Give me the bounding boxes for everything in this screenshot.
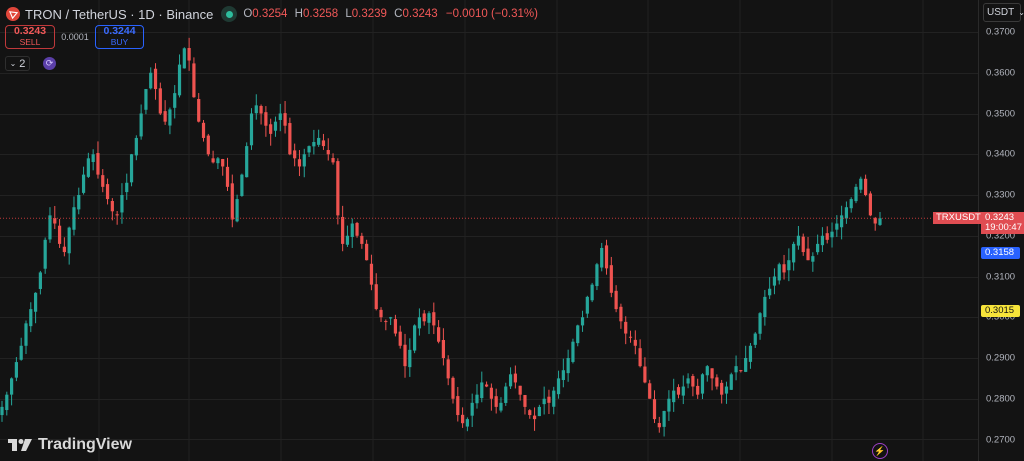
- price-axis[interactable]: [978, 0, 1024, 461]
- market-status-icon[interactable]: [221, 6, 238, 22]
- last-price-label: 0.3243 19:00:47: [981, 212, 1024, 234]
- low-value: 0.3239: [351, 8, 387, 20]
- yellow-price-level: 0.3015: [981, 305, 1020, 317]
- open-label: O: [243, 8, 253, 20]
- price-tick: 0.3000: [986, 311, 1016, 323]
- currency-selector[interactable]: USDT ⌄: [983, 3, 1024, 22]
- price-tick: 0.3400: [986, 148, 1016, 160]
- lightning-icon[interactable]: ⚡: [872, 443, 888, 459]
- sell-label: SELL: [19, 37, 41, 47]
- tron-logo-icon: [6, 7, 20, 21]
- spread-value: 0.0001: [61, 32, 89, 42]
- price-tick: 0.3600: [986, 67, 1016, 79]
- high-label: H: [294, 8, 303, 20]
- indicator-count: 2: [19, 57, 26, 70]
- price-tick: 0.2800: [986, 393, 1016, 405]
- chevron-down-icon: ⌄: [1018, 8, 1024, 17]
- close-label: C: [394, 8, 403, 20]
- trade-buttons: 0.3243 SELL 0.0001 0.3244 BUY: [5, 25, 144, 49]
- tradingview-wordmark: TradingView: [38, 436, 132, 453]
- price-tick: 0.2700: [986, 434, 1016, 445]
- tradingview-logo[interactable]: TradingView: [8, 436, 132, 454]
- candlestick-chart[interactable]: [0, 0, 978, 461]
- buy-label: BUY: [110, 37, 129, 47]
- price-tick: 0.3200: [986, 230, 1016, 242]
- price-tick: 0.3300: [986, 189, 1016, 201]
- low-label: L: [345, 8, 352, 20]
- buy-button[interactable]: 0.3244 BUY: [95, 25, 144, 49]
- buy-price: 0.3244: [103, 25, 136, 37]
- symbol-title[interactable]: TRON / TetherUS · 1D · Binance: [25, 6, 214, 22]
- sell-price: 0.3243: [13, 25, 47, 37]
- price-tick: 0.3100: [986, 271, 1016, 282]
- last-price-value: 0.3243: [985, 212, 1015, 223]
- sell-button[interactable]: 0.3243 SELL: [5, 25, 55, 49]
- close-value: 0.3243: [402, 8, 438, 20]
- chevron-down-icon: ⌄: [9, 59, 17, 68]
- indicator-controls: ⌄ 2 ⟳: [5, 56, 56, 71]
- currency-label: USDT: [987, 7, 1015, 18]
- sync-icon[interactable]: ⟳: [43, 57, 56, 70]
- blue-price-level: 0.3158: [981, 247, 1020, 259]
- open-value: 0.3254: [252, 8, 288, 20]
- chart-area[interactable]: [0, 0, 978, 461]
- symbol-price-label: TRXUSDT: [933, 212, 984, 224]
- high-value: 0.3258: [302, 8, 339, 20]
- tradingview-mark-icon: [8, 438, 32, 451]
- change-value: −0.0010 (−0.31%): [445, 8, 538, 20]
- chart-legend-header: TRON / TetherUS · 1D · Binance O0.3254 H…: [6, 6, 538, 22]
- ohlc-values: O0.3254 H0.3258 L0.3239 C0.3243 −0.0010 …: [243, 8, 538, 20]
- price-tick: 0.2900: [986, 352, 1016, 364]
- bar-countdown: 19:00:47: [985, 222, 1022, 233]
- price-tick: 0.3500: [986, 108, 1016, 119]
- collapse-indicators-button[interactable]: ⌄ 2: [5, 56, 30, 71]
- price-tick: 0.3700: [986, 26, 1016, 38]
